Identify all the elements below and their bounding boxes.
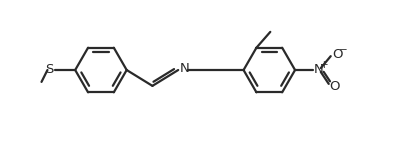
Text: +: + xyxy=(320,60,328,70)
Text: S: S xyxy=(45,62,53,76)
Text: N: N xyxy=(180,61,190,75)
Text: O: O xyxy=(330,80,340,93)
Text: O: O xyxy=(333,48,343,61)
Text: N: N xyxy=(314,62,324,76)
Text: −: − xyxy=(339,45,347,55)
